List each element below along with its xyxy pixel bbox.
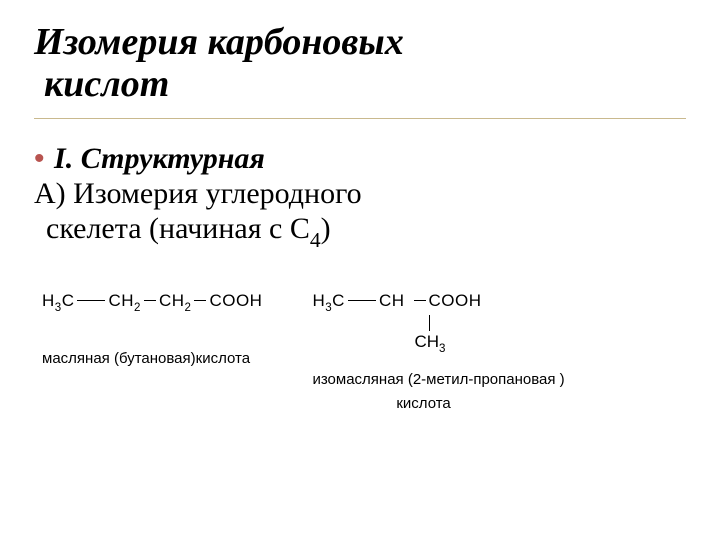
sub-2: 2 [134,302,141,314]
slide: Изомерия карбоновых кислот • I. Структур… [0,0,720,540]
formula-right-block: H3CCHCOOH CH3 изомасляная (2-метил-пропа… [312,292,564,416]
caption-left: масляная (бутановая)кислота [42,348,250,369]
group-CH2: CH [159,291,185,310]
sub-3: 3 [325,302,332,314]
bullet-icon: • [34,142,45,175]
formula-right: H3CCHCOOH CH3 [312,292,481,354]
sub-a-line1: А) Изомерия углеродного [34,176,686,211]
bond-icon [77,300,105,301]
bond-icon [144,300,156,301]
branch-group: CH3 [414,315,445,354]
group-CH: CH [414,332,439,351]
branch-CH3: CH3 [414,332,445,354]
sub-a-line2-pre: скелета (начиная с С [46,212,310,245]
bond-icon [348,300,376,301]
sub-a-line2-post: ) [321,212,331,245]
sub-a-line2: скелета (начиная с С4) [34,211,686,251]
sub-2: 2 [185,302,192,314]
atom-C: C [332,291,345,310]
sub-3: 3 [439,343,445,355]
group-COOH: COOH [429,291,482,310]
group-COOH: COOH [209,291,262,310]
group-CH2: CH [108,291,134,310]
sub-3: 3 [55,302,62,314]
formula-left-block: H3CCH2CH2COOH масляная (бутановая)кислот… [42,292,262,369]
slide-title-line2: кислот [34,64,686,106]
formula-right-main: H3C CH COOH [312,292,481,314]
group-CH: CH [379,291,405,310]
caption-right-line2: кислота [312,392,564,416]
atom-H: H [312,291,325,310]
atom-H: H [42,291,55,310]
bond-icon [414,300,426,301]
section-label: I. Структурная [54,142,265,175]
section-line: • I. Структурная [34,141,686,176]
caption-right: изомасляная (2-метил-пропановая ) кислот… [312,368,564,416]
sub-a-subscript: 4 [310,228,321,252]
title-divider [34,118,686,119]
chemistry-row: H3CCH2CH2COOH масляная (бутановая)кислот… [34,292,686,416]
body-text: • I. Структурная А) Изомерия углеродного… [34,141,686,252]
formula-left: H3CCH2CH2COOH [42,292,262,314]
atom-C: C [62,291,75,310]
slide-title-line1: Изомерия карбоновых [34,22,686,64]
vertical-bond-icon [429,315,430,331]
bond-icon [194,300,206,301]
caption-right-line1: изомасляная (2-метил-пропановая ) [312,368,564,392]
title-block: Изомерия карбоновых кислот [34,22,686,106]
